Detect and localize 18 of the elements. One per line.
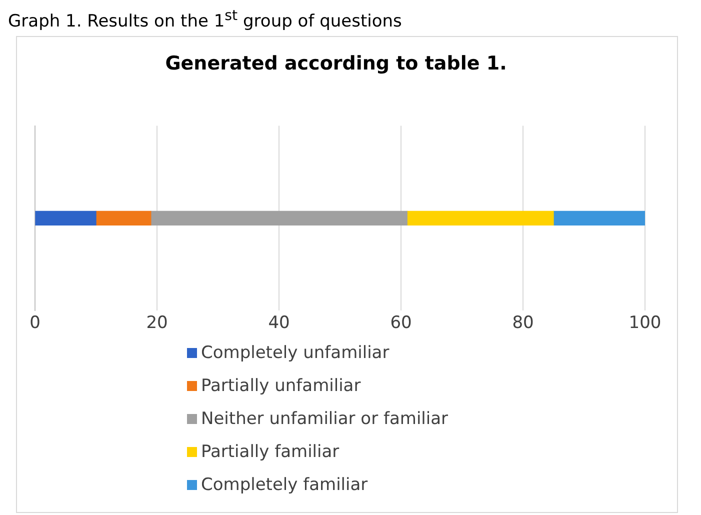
legend-label: Neither unfamiliar or familiar	[201, 409, 448, 430]
legend-label: Completely unfamiliar	[201, 343, 390, 364]
bar	[406, 210, 554, 226]
legend-label: Partially unfamiliar	[201, 376, 361, 396]
bar	[553, 210, 645, 226]
x-tick-label: 20	[146, 312, 168, 333]
x-tick-label: 0	[30, 312, 40, 333]
bar	[150, 210, 408, 226]
caption: Graph 1. Results on the 1$^{st}$ group of questions	[8, 8, 403, 32]
x-tick-label: 80	[512, 312, 534, 333]
x-tick-label: 40	[268, 312, 290, 333]
legend-label: Partially familiar	[201, 442, 340, 462]
x-tick-label: 60	[390, 312, 412, 333]
bar	[96, 210, 152, 226]
x-tick-label: 100	[628, 312, 662, 333]
bar	[35, 210, 96, 226]
chart-title: Generated according to table 1.	[165, 52, 507, 74]
legend-label: Completely familiar	[201, 475, 368, 496]
